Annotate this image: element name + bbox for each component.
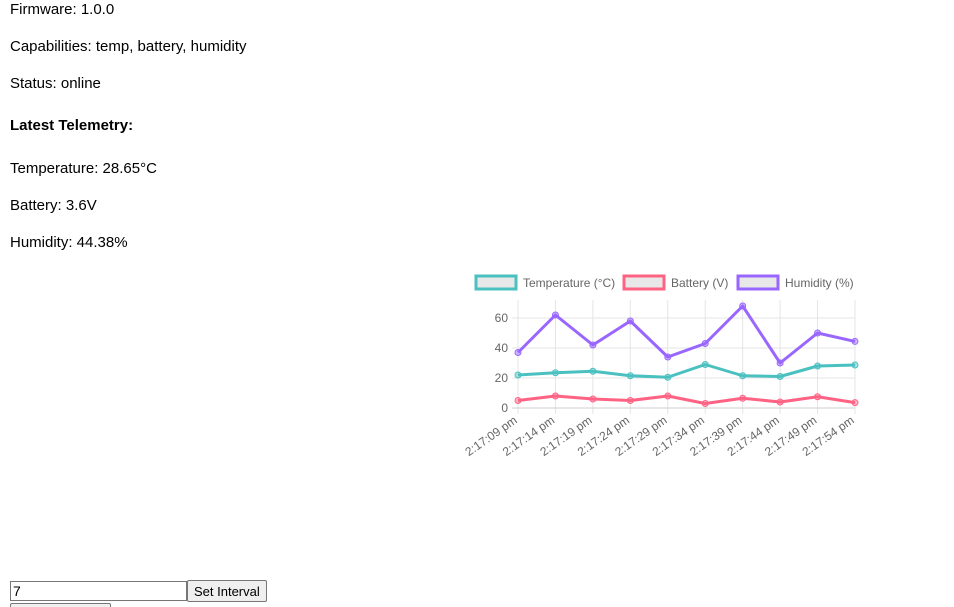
data-point: [776, 359, 784, 367]
data-point: [551, 311, 559, 319]
data-point: [814, 362, 822, 370]
data-point: [776, 398, 784, 406]
humidity-text: Humidity: 44.38%: [10, 234, 128, 251]
legend-swatch: [622, 274, 666, 291]
series-line: [517, 394, 856, 405]
data-point: [814, 329, 822, 337]
data-point: [626, 317, 634, 325]
series-line: [516, 304, 856, 365]
data-point: [626, 397, 634, 404]
telemetry-heading: Latest Telemetry:: [10, 117, 134, 134]
data-point: [701, 400, 709, 407]
data-point: [664, 373, 672, 381]
data-point: [851, 399, 859, 407]
data-point: [589, 367, 597, 375]
data-point: [589, 341, 597, 349]
data-point: [701, 361, 709, 368]
data-point: [739, 302, 747, 310]
data-point: [514, 371, 522, 379]
legend-label: Battery (V): [671, 276, 728, 290]
data-point: [776, 373, 784, 380]
data-point: [551, 369, 559, 377]
data-point: [551, 392, 559, 400]
data-point: [664, 353, 672, 361]
secondary-button[interactable]: [10, 603, 111, 607]
battery-text: Battery: 3.6V: [10, 197, 97, 214]
data-point: [589, 395, 597, 403]
data-point: [626, 372, 634, 380]
y-tick-label: 0: [501, 401, 508, 415]
y-tick-label: 40: [495, 341, 509, 355]
data-point: [701, 340, 709, 347]
data-point: [814, 393, 822, 401]
data-point: [514, 397, 522, 404]
data-point: [851, 337, 859, 345]
data-point: [514, 349, 522, 356]
legend-swatch: [736, 274, 780, 291]
data-point: [739, 394, 747, 402]
set-interval-button[interactable]: Set Interval: [187, 580, 267, 602]
data-point: [664, 392, 672, 400]
firmware-text: Firmware: 1.0.0: [10, 1, 115, 18]
y-tick-label: 20: [495, 371, 509, 385]
temperature-text: Temperature: 28.65°C: [10, 160, 157, 177]
status-text: Status: online: [10, 75, 101, 92]
series-line: [517, 363, 856, 379]
legend-swatch: [474, 274, 518, 291]
interval-input[interactable]: [10, 581, 187, 601]
data-point: [739, 372, 747, 380]
legend-label: Temperature (°C): [523, 276, 615, 290]
y-tick-label: 60: [495, 311, 509, 325]
capabilities-text: Capabilities: temp, battery, humidity: [10, 38, 247, 55]
legend-label: Humidity (%): [785, 276, 854, 290]
data-point: [851, 361, 859, 369]
